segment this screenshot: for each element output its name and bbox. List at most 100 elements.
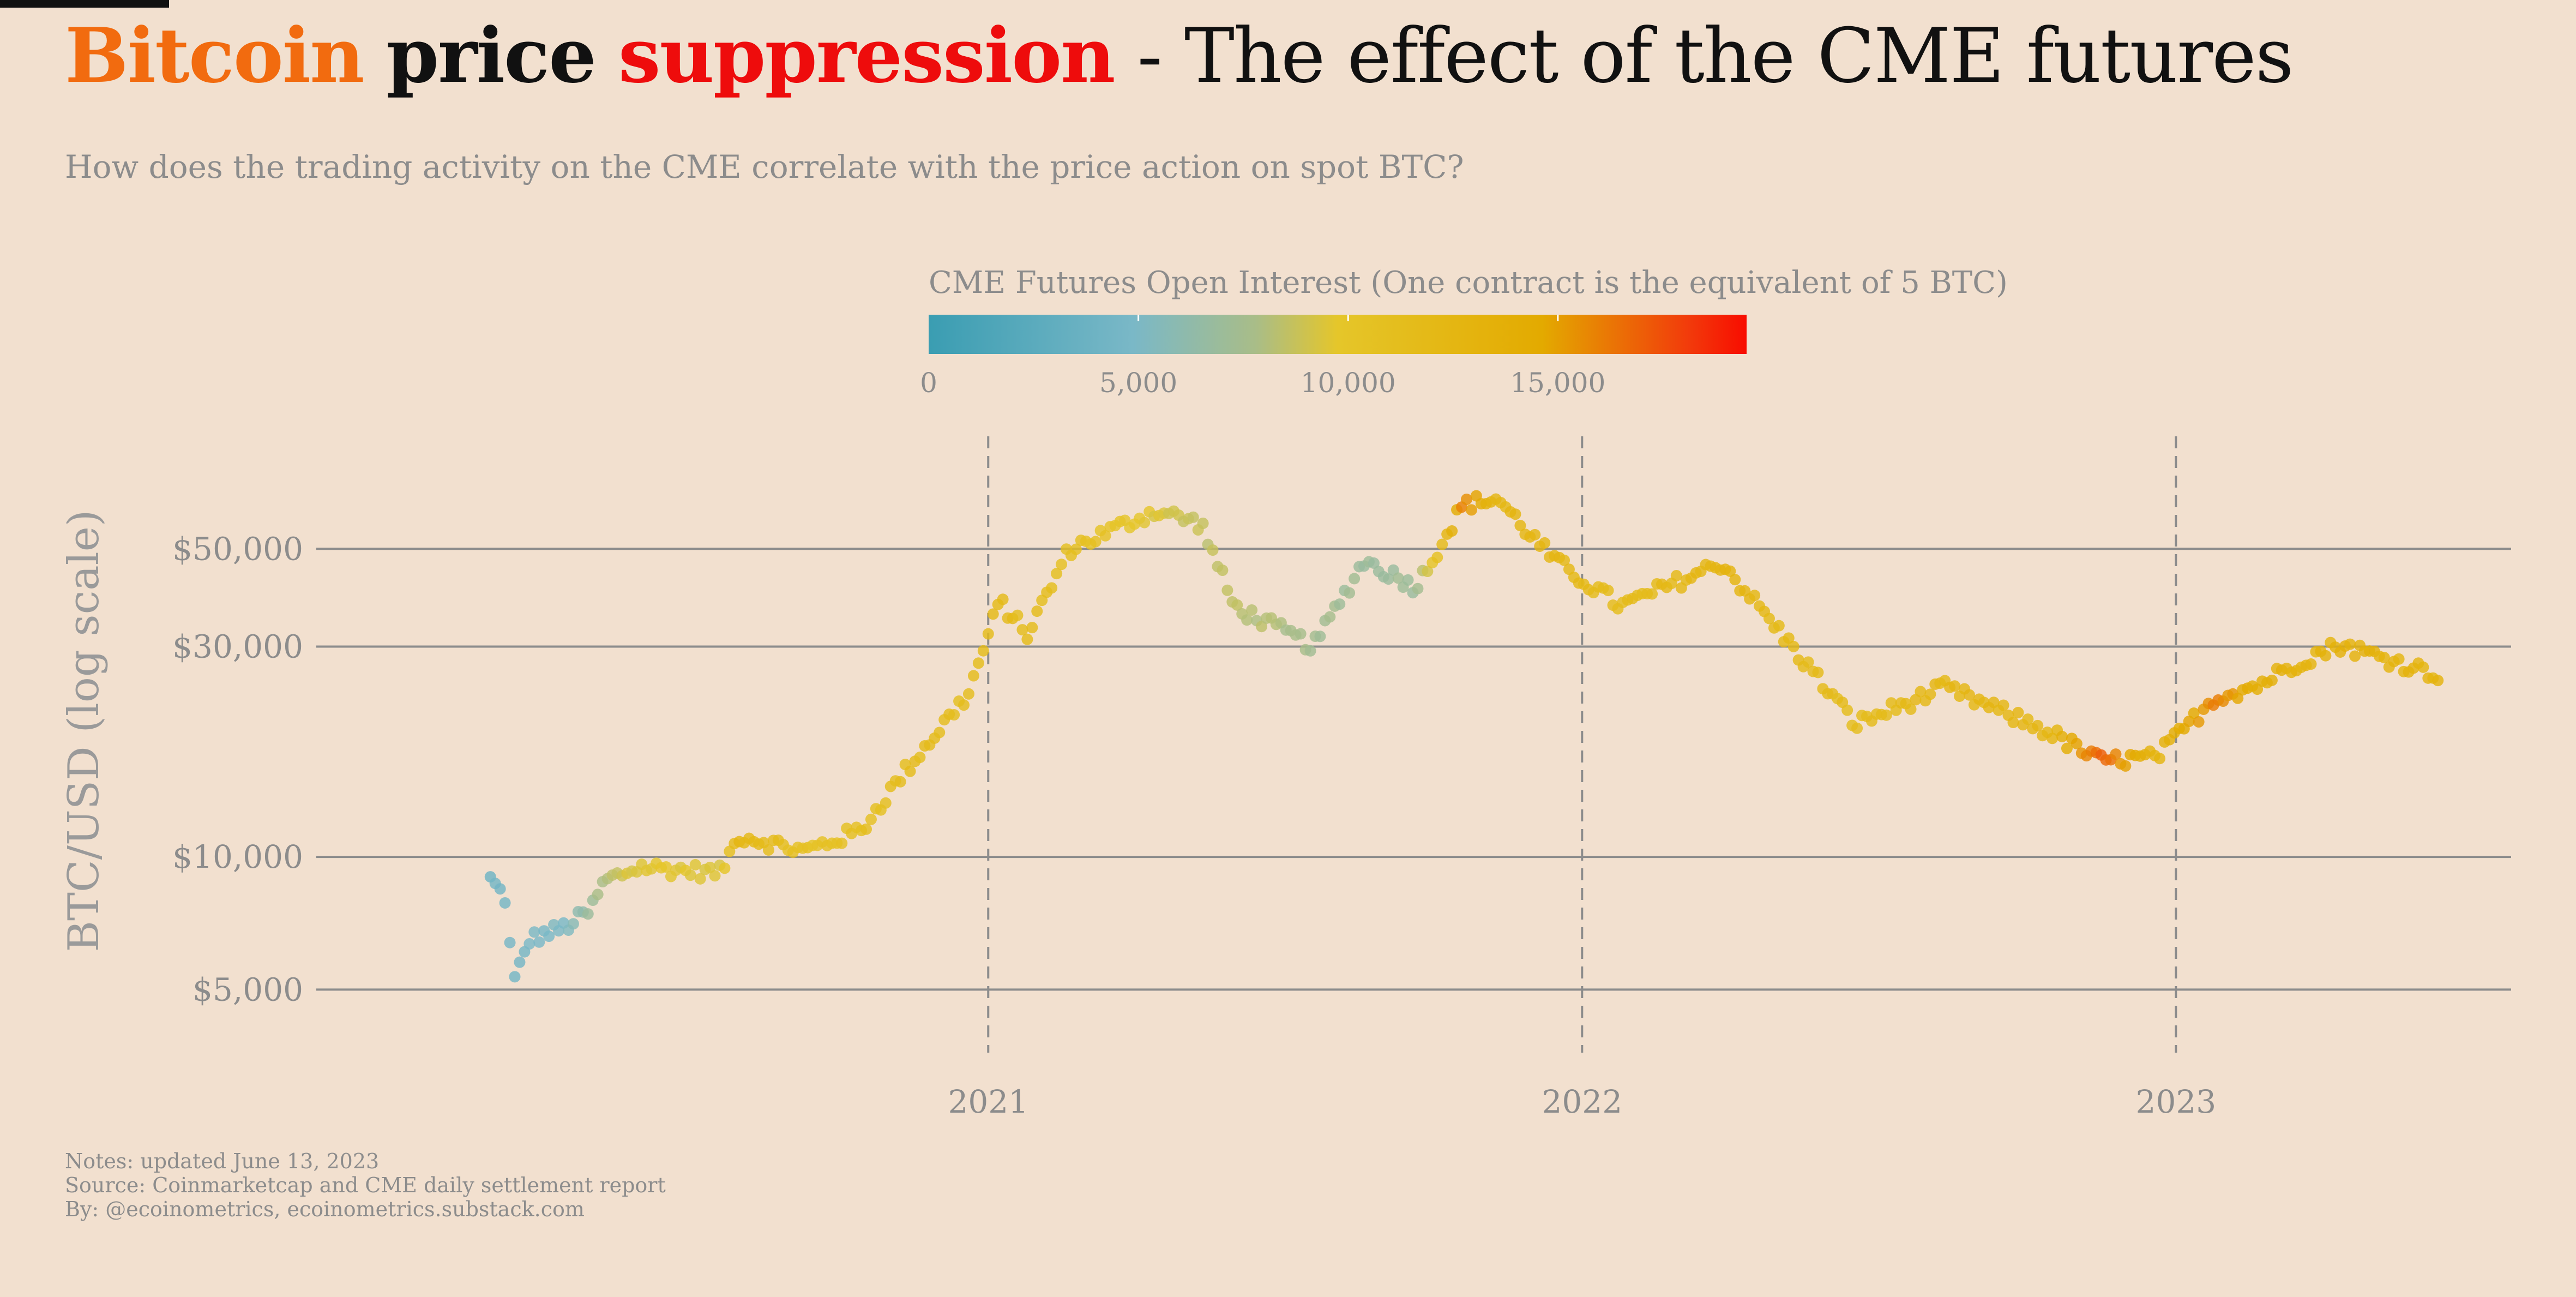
data-point [523, 938, 535, 950]
data-point [982, 628, 994, 640]
data-point [967, 670, 979, 682]
data-point [860, 823, 872, 835]
data-point [1558, 554, 1570, 566]
data-point [1724, 565, 1736, 577]
data-point [1368, 557, 1380, 569]
data-point [987, 608, 999, 620]
data-point [894, 776, 906, 788]
data-point [1915, 686, 1927, 698]
data-point [1046, 582, 1058, 594]
data-point [1324, 611, 1336, 623]
data-point [1207, 544, 1219, 556]
data-point [1812, 666, 1824, 678]
data-point [904, 765, 916, 777]
data-point [1787, 640, 1799, 652]
data-point [1997, 699, 2009, 711]
chart-grid [316, 436, 2511, 1053]
colorbar: 0 5,000 10,000 15,000 [920, 315, 1747, 399]
data-point [1465, 504, 1477, 516]
footer-updated: Notes: updated June 13, 2023 [65, 1149, 380, 1173]
y-tick-label: $10,000 [172, 838, 303, 875]
data-point [1246, 604, 1258, 616]
data-point [1602, 585, 1614, 597]
data-point [694, 873, 706, 885]
data-point [689, 858, 701, 870]
data-point [2193, 716, 2205, 728]
data-point [2110, 748, 2122, 760]
data-point [1402, 574, 1414, 586]
data-point [1344, 587, 1356, 599]
data-point [962, 688, 974, 700]
data-point [1070, 543, 1082, 555]
y-tick-label: $50,000 [172, 530, 303, 567]
data-point [1334, 598, 1346, 610]
data-point [1031, 605, 1043, 617]
data-point [2320, 650, 2332, 662]
data-point [509, 971, 521, 983]
data-point [592, 888, 604, 900]
colorbar-tick-label: 10,000 [1301, 367, 1396, 399]
data-point [2154, 753, 2166, 765]
data-point [762, 844, 774, 856]
data-point [1646, 588, 1658, 600]
data-point [1802, 656, 1814, 668]
colorbar-title: CME Futures Open Interest (One contract … [929, 265, 2008, 301]
data-point [1026, 622, 1038, 634]
data-point [1514, 520, 1526, 532]
data-point [2061, 742, 2073, 754]
data-point [2007, 717, 2019, 729]
data-point [972, 657, 984, 669]
data-point [1217, 565, 1229, 577]
data-point [684, 869, 696, 881]
data-point [880, 797, 892, 809]
title-price: price [386, 11, 597, 100]
data-point [2188, 707, 2200, 719]
chart-axes: $5,000 $10,000 $30,000 $50,000 2021 2022 2023 B… [59, 510, 2216, 1120]
data-point [1749, 590, 1761, 602]
data-point [1221, 584, 1233, 596]
data-point [2266, 674, 2278, 686]
footer-byline: By: @ecoinometrics, ecoinometrics.substa… [65, 1197, 585, 1221]
data-point [1051, 568, 1063, 580]
data-point [1099, 530, 1111, 542]
data-point [914, 752, 926, 764]
data-points [484, 490, 2444, 983]
data-point [1197, 517, 1209, 529]
data-point [2432, 675, 2444, 687]
data-point [1349, 573, 1361, 585]
data-point [2417, 661, 2429, 673]
data-point [1783, 632, 1795, 644]
data-point [660, 861, 672, 873]
data-point [1021, 633, 1033, 645]
data-point [2305, 658, 2317, 670]
data-point [1509, 508, 1521, 520]
data-point [1460, 494, 1472, 506]
data-point [1880, 709, 1892, 721]
data-point [1016, 624, 1028, 636]
data-point [2349, 650, 2361, 662]
data-point [1304, 645, 1316, 657]
data-point [1422, 566, 1434, 578]
data-point [1412, 583, 1424, 595]
data-point [1905, 703, 1917, 715]
data-point [567, 918, 579, 930]
data-point [2022, 713, 2034, 725]
x-tick-label: 2021 [948, 1083, 1028, 1120]
data-point [528, 926, 540, 938]
data-point [934, 726, 946, 738]
data-point [1139, 517, 1151, 529]
data-point [582, 908, 594, 920]
colorbar-tick-label: 0 [920, 367, 937, 399]
data-point [2032, 719, 2044, 731]
y-tick-label: $5,000 [192, 971, 303, 1008]
data-point [1056, 559, 1068, 571]
data-point [1241, 614, 1253, 626]
data-point [709, 870, 721, 882]
data-point [1431, 551, 1443, 563]
data-point [1773, 620, 1785, 632]
data-point [1949, 680, 1961, 692]
x-tick-label: 2022 [1542, 1083, 1623, 1120]
data-point [977, 645, 989, 657]
data-point [997, 593, 1009, 605]
data-point [704, 861, 716, 873]
